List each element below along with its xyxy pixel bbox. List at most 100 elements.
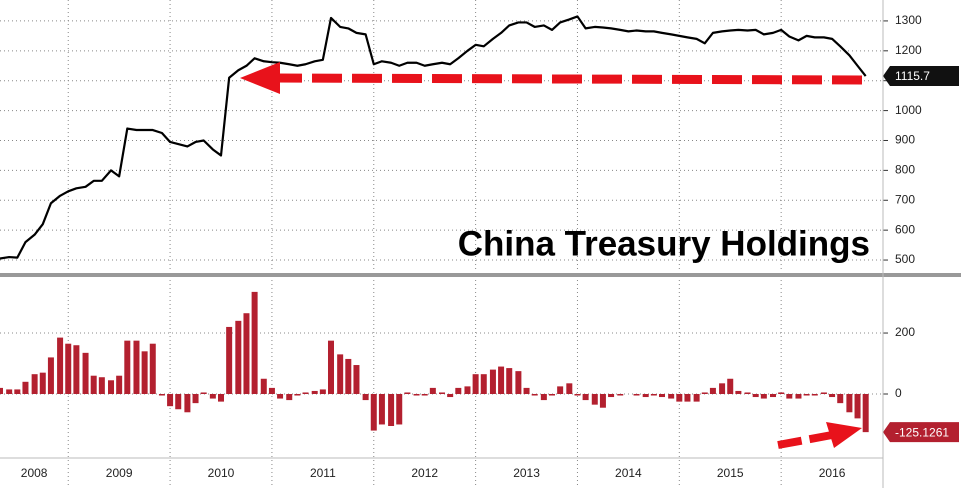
bar: [345, 358, 352, 394]
bar: [124, 340, 131, 394]
bar: [421, 393, 428, 396]
bar: [557, 386, 564, 394]
bar: [98, 377, 105, 394]
arrow-top: [240, 62, 863, 94]
bar: [617, 393, 624, 396]
bar: [727, 378, 734, 394]
bar: [693, 393, 700, 402]
bar: [141, 351, 148, 394]
bar: [82, 352, 89, 394]
bar: [133, 340, 140, 394]
bar: [480, 374, 487, 394]
x-tick-label: 2013: [513, 466, 540, 480]
bar: [829, 393, 836, 398]
bar: [396, 393, 403, 425]
bar: [540, 393, 547, 401]
bar: [642, 393, 649, 398]
bar: [243, 313, 250, 394]
bar: [701, 392, 708, 394]
x-tick-label: 2014: [615, 466, 642, 480]
last-value-tag: 1115.7: [883, 66, 959, 87]
chart-title: China Treasury Holdings: [458, 224, 870, 263]
bar: [370, 393, 377, 431]
bar: [158, 393, 165, 396]
x-tick-label: 2015: [717, 466, 744, 480]
bar: [260, 378, 267, 394]
bar: [108, 380, 115, 394]
bar: [268, 387, 275, 394]
bar: [439, 392, 446, 394]
bar: [566, 383, 573, 394]
bar: [235, 320, 242, 394]
bar: [319, 389, 326, 394]
y-tick-label: 900: [895, 133, 915, 147]
bar: [90, 375, 97, 394]
bar: [633, 393, 640, 396]
bar: [337, 354, 344, 394]
last-value-box: [883, 422, 959, 443]
bar: [0, 387, 3, 394]
last-value-label: 1115.7: [895, 69, 930, 83]
bar: [719, 383, 726, 394]
bar: [515, 371, 522, 394]
arrow-shaft: [777, 431, 833, 449]
bar: [362, 393, 369, 401]
bar: [650, 393, 657, 396]
bar: [574, 393, 581, 396]
bar: [200, 392, 207, 394]
bar: [735, 390, 742, 394]
y-tick-label: 1300: [895, 13, 922, 27]
y-tick-label: 1200: [895, 43, 922, 57]
y-tick-label: 0: [895, 386, 902, 400]
y-tick-label: 600: [895, 222, 915, 236]
arrow-bottom: [777, 422, 862, 449]
bar: [472, 374, 479, 394]
last-value-label: -125.1261: [895, 425, 949, 439]
last-value-box: [883, 66, 959, 87]
bar: [327, 340, 334, 394]
bar: [218, 393, 225, 402]
bar: [116, 375, 123, 394]
bar: [778, 392, 785, 394]
bar: [489, 369, 496, 394]
bar: [39, 372, 46, 394]
bar: [413, 393, 420, 396]
x-tick-label: 2009: [106, 466, 133, 480]
bar: [464, 386, 471, 394]
bar: [811, 393, 818, 396]
bar: [192, 393, 199, 404]
bar: [668, 393, 675, 399]
bar: [294, 393, 301, 396]
bar: [770, 393, 777, 398]
bar: [251, 291, 258, 394]
y-tick-label: 700: [895, 192, 915, 206]
y-tick-label: 200: [895, 325, 915, 339]
bar: [209, 393, 216, 399]
bar: [744, 392, 751, 394]
bar: [149, 343, 156, 394]
bar: [752, 393, 759, 398]
bar: [22, 381, 29, 394]
bar: [14, 389, 21, 394]
bar: [31, 374, 38, 394]
bar: [6, 389, 13, 394]
bar: [506, 368, 513, 394]
x-tick-label: 2016: [819, 466, 846, 480]
x-tick-label: 2010: [208, 466, 235, 480]
bar: [582, 393, 589, 401]
bar: [786, 393, 793, 399]
bar: [73, 345, 80, 394]
bar: [684, 393, 691, 402]
bar: [447, 393, 454, 398]
bar: [429, 387, 436, 394]
y-tick-label: 1000: [895, 103, 922, 117]
line-series: [0, 15, 867, 260]
x-tick-label: 2011: [310, 466, 336, 480]
bar: [549, 393, 556, 396]
bar: [302, 392, 309, 394]
bar: [599, 393, 606, 408]
bar: [795, 393, 802, 399]
y-tick-label: 500: [895, 252, 915, 266]
